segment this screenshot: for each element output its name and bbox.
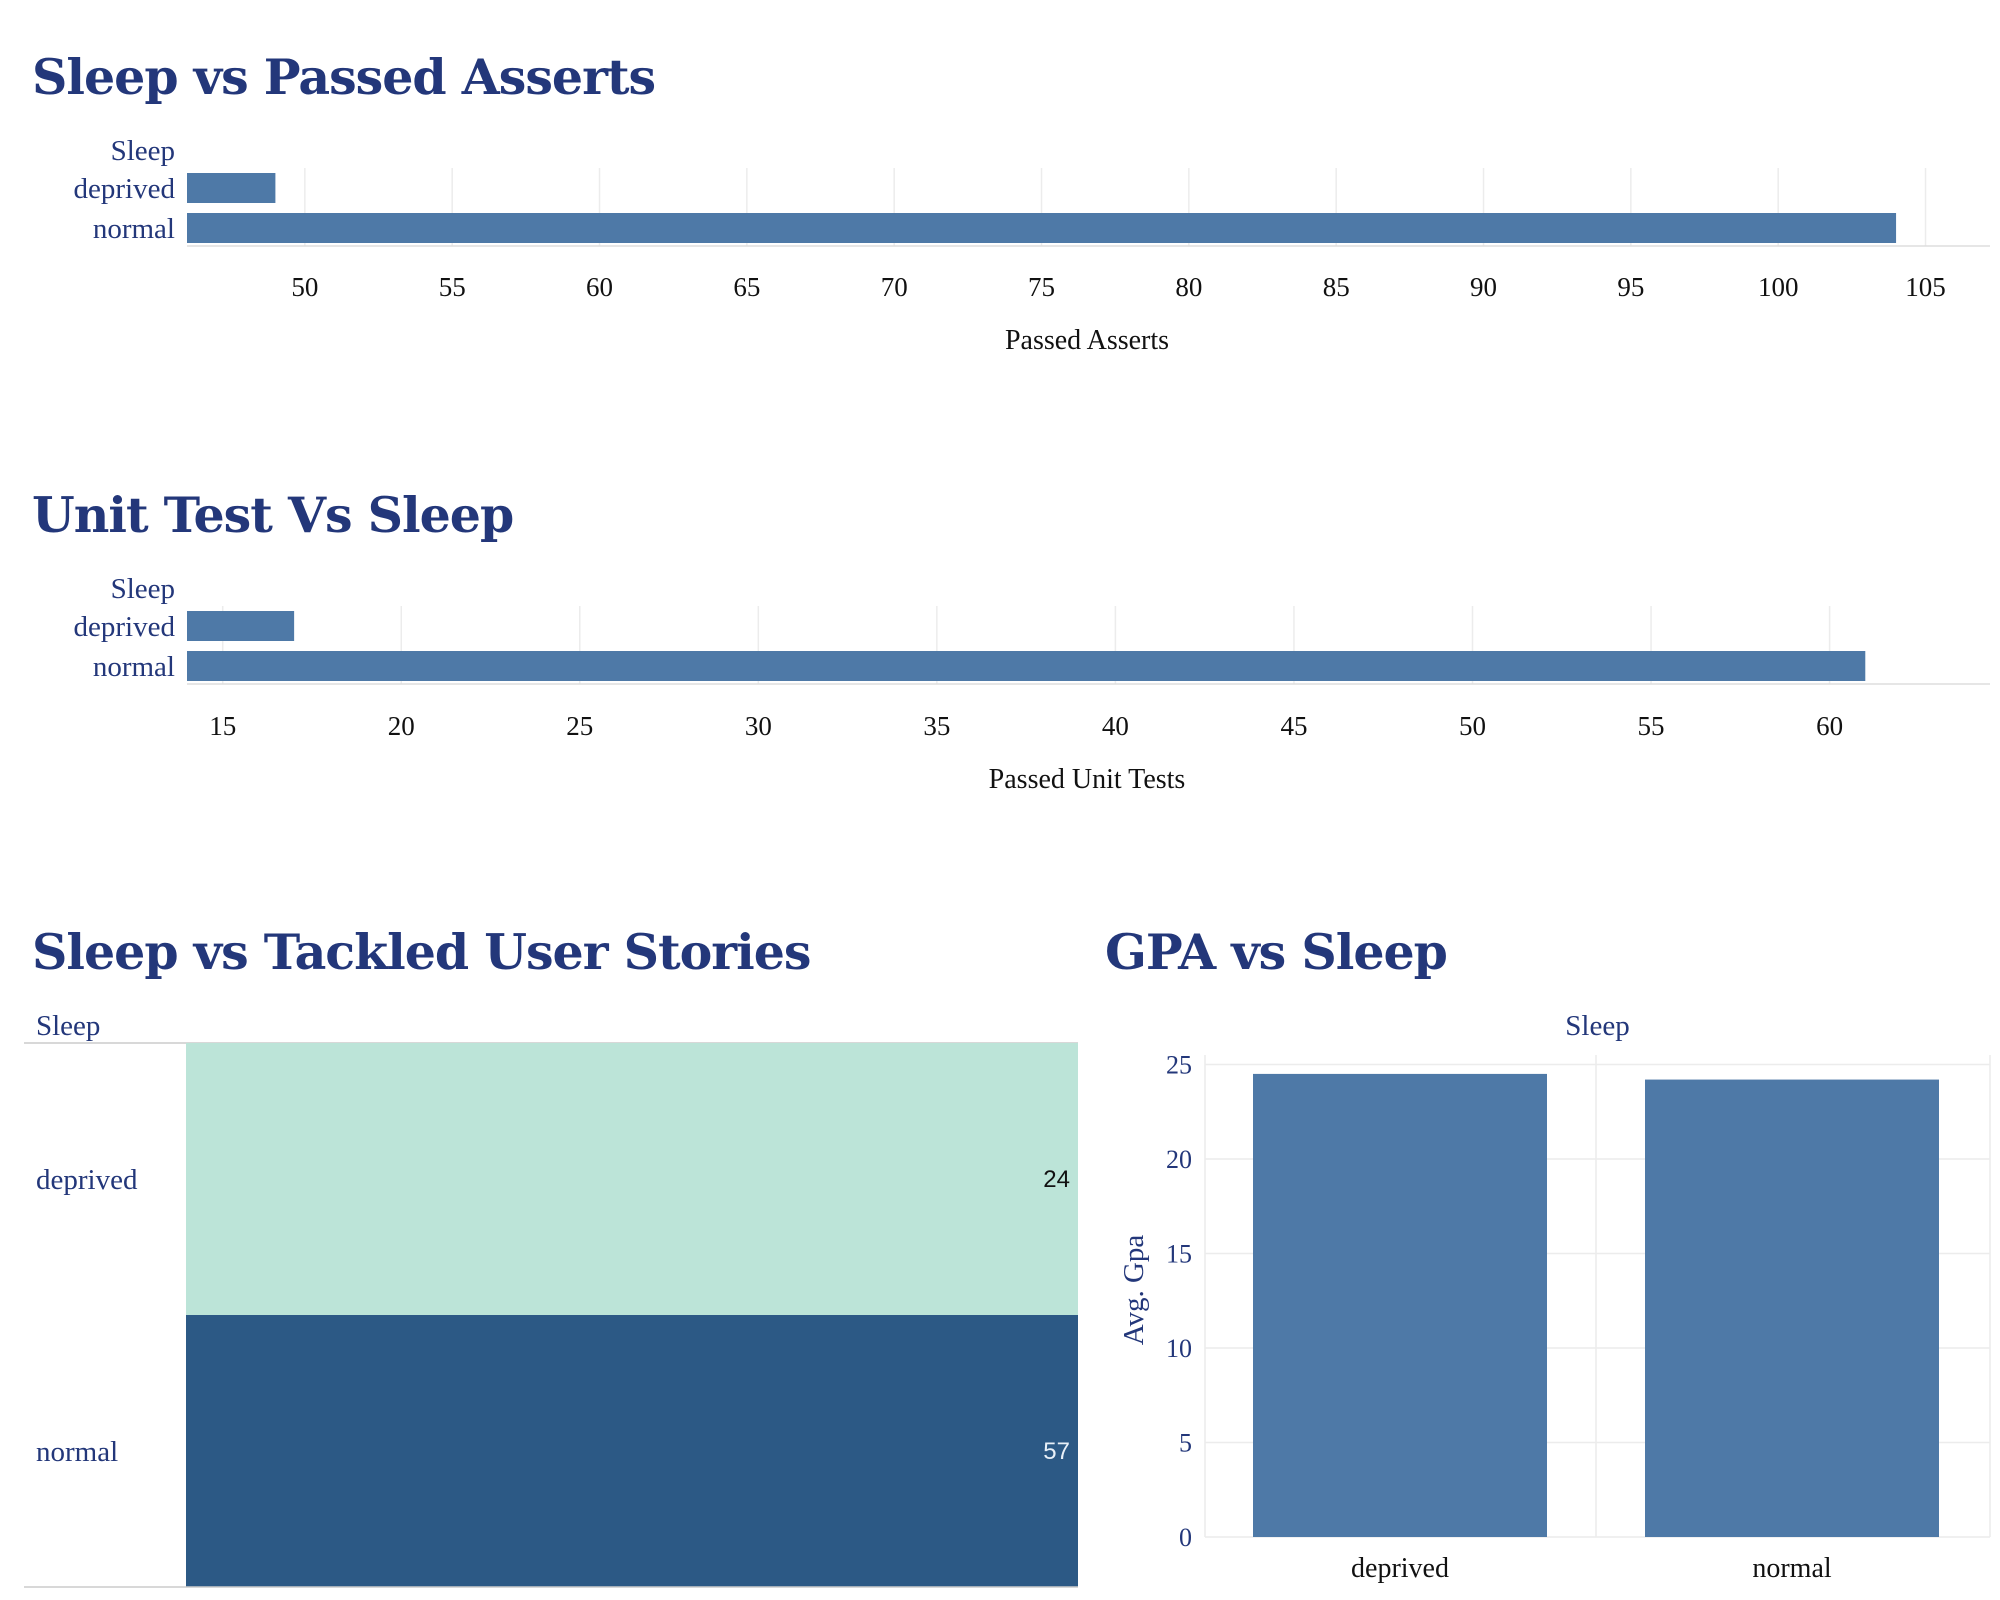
x-axis-title-0: Passed Asserts [1005, 325, 1169, 356]
x-tick-label-1-60: 60 [1816, 711, 1843, 741]
x-tick-label-1-20: 20 [388, 711, 415, 741]
category-label-0-deprived: deprived [74, 173, 176, 205]
y-tick-label-15: 15 [1166, 1239, 1192, 1268]
chart-title-gpa: GPA vs Sleep [1105, 923, 1448, 981]
heatmap-cell-normal [186, 1315, 1078, 1587]
x-tick-label-0-60: 60 [586, 272, 613, 302]
x-tick-label-1-50: 50 [1459, 711, 1486, 741]
bar-3-normal [1645, 1079, 1939, 1537]
bar-0-deprived [187, 173, 276, 203]
dimension-label-3: Sleep [1565, 1010, 1629, 1042]
chart-title-asserts: Sleep vs Passed Asserts [32, 48, 656, 106]
x-tick-label-0-105: 105 [1905, 272, 1946, 302]
chart-title-user-stories: Sleep vs Tackled User Stories [32, 923, 811, 981]
category-label-0-normal: normal [93, 213, 175, 245]
x-tick-label-0-70: 70 [881, 272, 908, 302]
dimension-label-2: Sleep [36, 1010, 100, 1042]
x-tick-label-0-85: 85 [1323, 272, 1350, 302]
x-tick-label-0-95: 95 [1617, 272, 1644, 302]
x-axis-title-1: Passed Unit Tests [989, 764, 1186, 795]
x-tick-label-1-15: 15 [209, 711, 236, 741]
heatmap-cell-deprived [186, 1043, 1078, 1315]
y-tick-label-5: 5 [1179, 1428, 1192, 1457]
category-label-1-deprived: deprived [74, 611, 176, 643]
x-tick-label-0-65: 65 [733, 272, 760, 302]
x-tick-label-0-80: 80 [1175, 272, 1202, 302]
x-tick-label-0-50: 50 [291, 272, 318, 302]
y-axis-title-3: Avg. Gpa [1118, 1235, 1150, 1346]
bar-1-deprived [187, 611, 295, 641]
dimension-label-1: Sleep [111, 573, 175, 605]
x-tick-label-0-90: 90 [1470, 272, 1497, 302]
x-tick-label-1-40: 40 [1102, 711, 1129, 741]
x-tick-label-0-75: 75 [1028, 272, 1055, 302]
x-tick-label-1-35: 35 [923, 711, 950, 741]
y-tick-label-20: 20 [1166, 1145, 1192, 1174]
dimension-label-0: Sleep [111, 135, 175, 167]
cell-value-deprived: 24 [1043, 1166, 1070, 1193]
row-label-normal: normal [36, 1436, 118, 1468]
chart-title-unit-tests: Unit Test Vs Sleep [32, 486, 514, 544]
x-category-label-deprived: deprived [1351, 1553, 1449, 1584]
y-tick-label-10: 10 [1166, 1334, 1192, 1363]
bar-0-normal [187, 213, 1897, 243]
x-tick-label-1-25: 25 [566, 711, 593, 741]
bar-1-normal [187, 651, 1866, 681]
x-tick-label-1-45: 45 [1280, 711, 1307, 741]
y-tick-label-0: 0 [1179, 1523, 1192, 1552]
x-category-label-normal: normal [1752, 1553, 1832, 1584]
bar-3-deprived [1253, 1073, 1547, 1537]
x-tick-label-0-55: 55 [439, 272, 466, 302]
cell-value-normal: 57 [1043, 1438, 1070, 1465]
x-tick-label-1-30: 30 [745, 711, 772, 741]
category-label-1-normal: normal [93, 651, 175, 683]
row-label-deprived: deprived [36, 1164, 138, 1196]
y-tick-label-25: 25 [1166, 1050, 1192, 1079]
x-tick-label-1-55: 55 [1638, 711, 1665, 741]
x-tick-label-0-100: 100 [1758, 272, 1799, 302]
